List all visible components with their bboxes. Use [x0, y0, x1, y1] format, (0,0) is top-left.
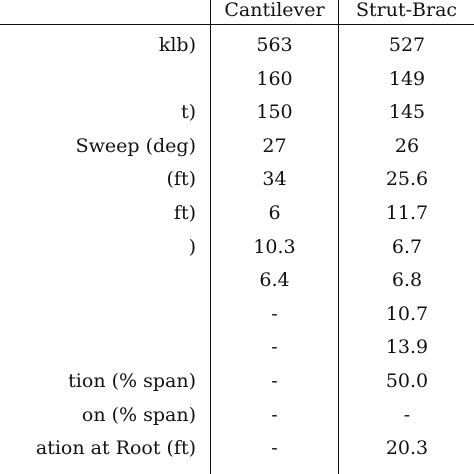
column-divider-1 — [210, 0, 211, 474]
header-cantilever: Cantilever — [224, 0, 325, 21]
strut-braced-value: 527 — [388, 34, 426, 56]
row-label-text: on (% span) — [81, 404, 196, 426]
row-label: (ft) — [0, 164, 210, 194]
cantilever-value: - — [271, 303, 278, 325]
row-label-text: ft) — [173, 202, 196, 224]
row-label — [0, 299, 210, 329]
row-label-text: klb) — [158, 34, 196, 56]
strut-braced-value: 11.7 — [385, 202, 429, 224]
row-label: Sweep (deg) — [0, 131, 210, 161]
strut-braced-value: 6.8 — [391, 269, 423, 291]
row-label-text: ation at Root (ft) — [35, 437, 196, 459]
row-label: t) — [0, 97, 210, 127]
row-label: on (% span) — [0, 400, 210, 430]
cantilever-value: 150 — [256, 101, 293, 123]
cantilever-value: - — [271, 404, 278, 426]
cantilever-value: 563 — [256, 34, 293, 56]
strut-braced-value: 50.0 — [385, 370, 429, 392]
row-label-text: t) — [180, 101, 196, 123]
column-divider-2 — [338, 0, 339, 474]
cantilever-value: 34 — [262, 168, 287, 190]
row-label — [0, 64, 210, 94]
row-label-text: (ft) — [166, 168, 197, 190]
cantilever-value: 27 — [262, 135, 287, 157]
row-label — [0, 332, 210, 362]
strut-braced-value: - — [403, 404, 411, 426]
cantilever-value: 160 — [256, 68, 293, 90]
strut-braced-value: 13.9 — [385, 336, 429, 358]
row-label — [0, 265, 210, 295]
strut-braced-value: 10.7 — [385, 303, 429, 325]
cantilever-value: - — [271, 370, 278, 392]
cantilever-value: 10.3 — [253, 236, 296, 258]
header-strut-braced: Strut-Brac — [356, 0, 458, 21]
row-label: ft) — [0, 198, 210, 228]
strut-braced-value: 145 — [388, 101, 426, 123]
row-label-text: tion (% span) — [68, 370, 196, 392]
cantilever-value: 6 — [268, 202, 281, 224]
row-label-text: Sweep (deg) — [75, 135, 196, 157]
strut-braced-value: 25.6 — [385, 168, 429, 190]
header-rule — [0, 24, 474, 25]
strut-braced-value: 20.3 — [385, 437, 429, 459]
cantilever-value: - — [271, 336, 278, 358]
row-label: ) — [0, 232, 210, 262]
row-label: tion (% span) — [0, 366, 210, 396]
row-label: klb) — [0, 30, 210, 60]
cantilever-value: - — [271, 437, 278, 459]
strut-braced-value: 149 — [388, 68, 426, 90]
row-label: ation at Root (ft) — [0, 433, 210, 463]
row-label-text: ) — [188, 236, 196, 258]
cantilever-value: 6.4 — [259, 269, 290, 291]
strut-braced-value: 6.7 — [391, 236, 423, 258]
strut-braced-value: 26 — [394, 135, 420, 157]
